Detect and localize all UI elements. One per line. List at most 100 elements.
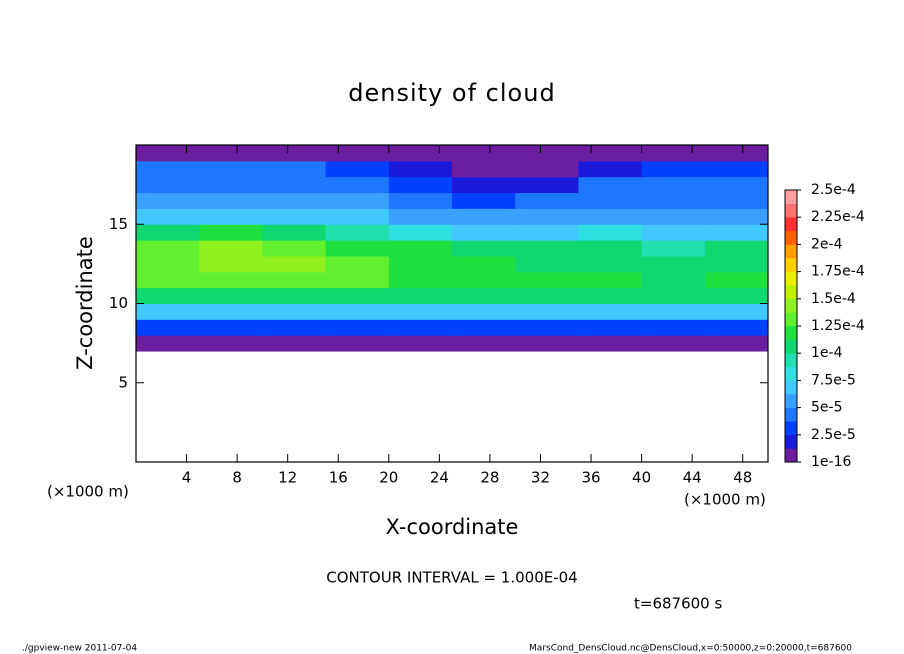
cell xyxy=(388,240,453,257)
cell xyxy=(515,208,579,225)
x-tick-label: 48 xyxy=(733,469,752,487)
cell xyxy=(199,192,263,209)
cell xyxy=(262,176,327,194)
cell xyxy=(388,176,453,194)
x-tick-label: 8 xyxy=(232,469,242,487)
cell xyxy=(452,255,516,273)
cell xyxy=(578,335,643,352)
cell xyxy=(452,287,516,304)
colorbar-tick-label: 2.5e-4 xyxy=(811,182,856,198)
cell xyxy=(704,208,769,225)
cell xyxy=(704,145,769,162)
cell xyxy=(199,255,263,273)
time-label: t=687600 s xyxy=(634,595,722,613)
colorbar-tick-label: 1.5e-4 xyxy=(811,291,856,307)
cell xyxy=(136,160,200,178)
cell xyxy=(452,224,516,241)
cell xyxy=(704,240,769,257)
cell xyxy=(325,160,390,178)
cell xyxy=(452,303,516,320)
cell xyxy=(262,255,327,273)
cell xyxy=(262,192,327,209)
colorbar-swatch xyxy=(785,434,797,449)
cell xyxy=(578,240,643,257)
cell xyxy=(452,208,516,225)
cell xyxy=(578,160,643,178)
cell xyxy=(388,145,453,162)
x-tick-label: 20 xyxy=(379,469,398,487)
cell xyxy=(641,319,706,336)
colorbar-tick-label: 7.5e-5 xyxy=(811,372,856,388)
cell xyxy=(578,176,643,194)
cell xyxy=(136,145,200,162)
cell xyxy=(515,303,579,320)
cell xyxy=(515,271,579,289)
cell xyxy=(452,160,516,178)
colorbar-tick-label: 5e-5 xyxy=(811,400,842,416)
x-tick-label: 36 xyxy=(581,469,600,487)
cell xyxy=(452,192,516,209)
cell xyxy=(515,160,579,178)
y-unit: (×1000 m) xyxy=(47,483,129,501)
colorbar-tick-label: 2e-4 xyxy=(811,236,843,252)
colorbar-tick-label: 1.25e-4 xyxy=(811,318,865,334)
cell xyxy=(704,271,769,289)
cell xyxy=(452,335,516,352)
cell xyxy=(199,176,263,194)
cell xyxy=(325,224,390,241)
cell xyxy=(199,335,263,352)
cell xyxy=(515,319,579,336)
x-tick-label: 16 xyxy=(329,469,348,487)
cell xyxy=(641,240,706,257)
colorbar-swatch xyxy=(785,258,797,272)
cell xyxy=(199,240,263,257)
cell xyxy=(704,319,769,336)
colorbar-tick-label: 1e-16 xyxy=(811,454,851,470)
cell xyxy=(388,224,453,241)
cell xyxy=(136,176,200,194)
colorbar-swatch xyxy=(785,298,797,313)
colorbar-swatch xyxy=(785,312,797,327)
cell xyxy=(388,303,453,320)
colorbar-swatch xyxy=(785,217,797,232)
cell xyxy=(578,255,643,273)
cell xyxy=(199,303,263,320)
cell xyxy=(578,224,643,241)
cell xyxy=(452,176,516,194)
footer-left: ./gpview-new 2011-07-04 xyxy=(22,644,137,654)
cell xyxy=(704,303,769,320)
footer-right: MarsCond_DensCloud.nc@DensCloud,x=0:5000… xyxy=(529,644,852,654)
cell xyxy=(136,303,200,320)
cell xyxy=(325,255,390,273)
colorbar-swatch xyxy=(785,366,797,381)
cell xyxy=(641,335,706,352)
y-axis-label: Z-coordinate xyxy=(73,236,97,370)
cell xyxy=(641,176,706,194)
cell xyxy=(262,335,327,352)
cell xyxy=(641,192,706,209)
cell xyxy=(325,271,390,289)
cell xyxy=(515,287,579,304)
cell xyxy=(388,160,453,178)
colorbar-swatch xyxy=(785,353,797,368)
cell xyxy=(704,224,769,241)
cell xyxy=(325,287,390,304)
cell xyxy=(262,224,327,241)
cell xyxy=(641,271,706,289)
y-tick-label: 10 xyxy=(109,294,128,312)
cell xyxy=(388,208,453,225)
colorbar-tick-label: 2.5e-5 xyxy=(811,427,856,443)
cell xyxy=(578,303,643,320)
colorbar-swatch xyxy=(785,326,797,340)
cell xyxy=(578,287,643,304)
cell xyxy=(136,240,200,257)
cell xyxy=(136,335,200,352)
cell xyxy=(262,271,327,289)
colorbar-tick-label: 1.75e-4 xyxy=(811,264,865,280)
cell xyxy=(704,287,769,304)
cell xyxy=(515,192,579,209)
cell xyxy=(199,208,263,225)
cell xyxy=(388,335,453,352)
cell xyxy=(388,319,453,336)
cell xyxy=(325,335,390,352)
